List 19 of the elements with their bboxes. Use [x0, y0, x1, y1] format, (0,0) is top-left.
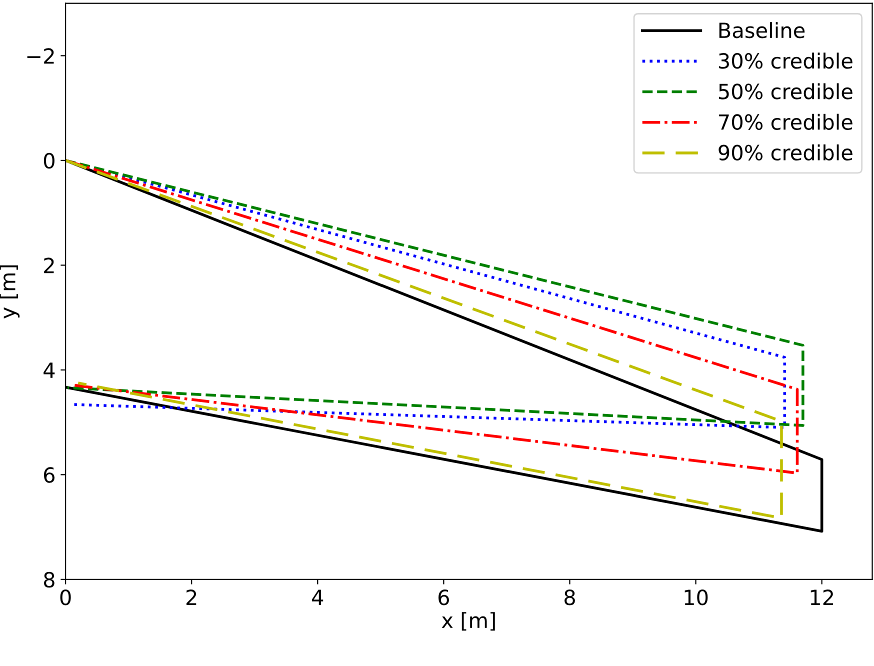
x-tick-label: 6 — [438, 590, 450, 606]
x-tick-label: 8 — [564, 590, 575, 606]
x-tick-label: 2 — [186, 590, 196, 605]
legend-label: 50% credible — [718, 83, 852, 100]
legend-label: 30% credible — [718, 52, 852, 69]
x-tick-label: 0 — [60, 590, 71, 606]
y-tick-label: 0 — [44, 152, 54, 169]
y-tick-label: 4 — [44, 362, 55, 378]
x-tick-label: 12 — [810, 590, 833, 605]
x-tick-label: 10 — [684, 590, 708, 606]
y-tick-label: 8 — [44, 572, 54, 588]
y-tick-label: −2 — [27, 48, 54, 64]
legend-label: 90% credible — [718, 144, 852, 161]
legend-label: Baseline — [719, 22, 805, 38]
y-tick-label: 2 — [44, 258, 54, 274]
x-tick-label: 4 — [312, 590, 324, 605]
legend-label: 70% credible — [719, 114, 852, 130]
y-tick-label: 6 — [44, 467, 55, 483]
x-axis-title: x [m] — [442, 612, 495, 631]
